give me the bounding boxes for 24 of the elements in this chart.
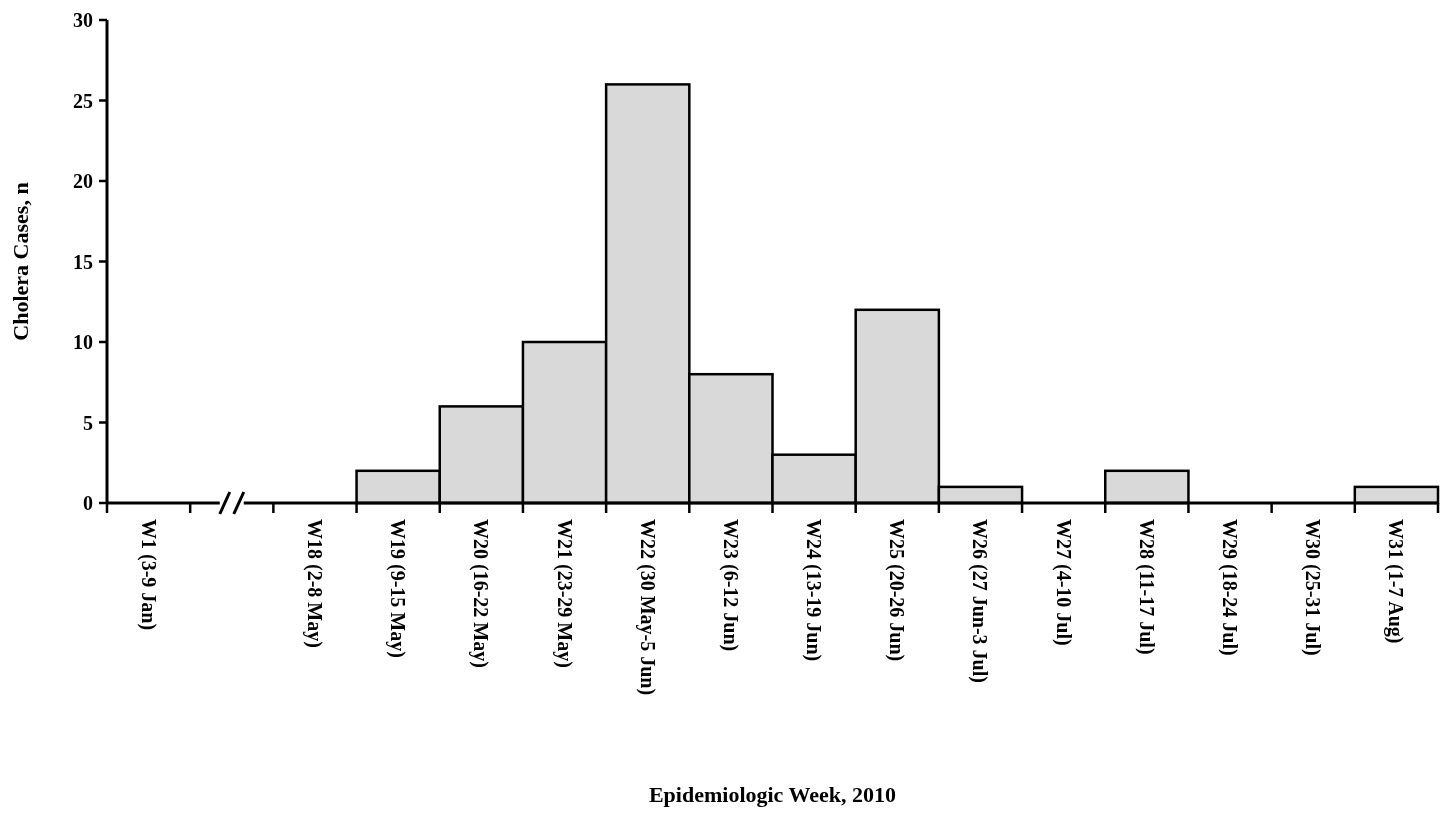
x-tick-label: W22 (30 May-5 Jun)	[635, 519, 659, 696]
x-tick-label: W19 (9-15 May)	[386, 519, 410, 658]
y-tick-label: 5	[83, 411, 93, 434]
y-tick-label: 0	[83, 492, 93, 514]
y-tick-label: 10	[73, 331, 93, 353]
x-tick-label: W26 (27 Jun-3 Jul)	[968, 519, 992, 683]
x-tick-label: W18 (2-8 May)	[302, 519, 326, 648]
y-tick-label: 15	[73, 250, 93, 273]
x-tick-label: W30 (25-31 Jul)	[1301, 519, 1325, 656]
y-tick-label: 30	[73, 9, 93, 31]
y-tick-label: 20	[73, 170, 93, 192]
x-tick-label: W1 (3-9 Jan)	[136, 519, 160, 631]
x-tick-label: W31 (1-7 Aug)	[1384, 519, 1408, 644]
y-tick-label: 25	[73, 89, 93, 112]
x-tick-label: W28 (11-17 Jul)	[1134, 519, 1158, 655]
x-axis-title: Epidemiologic Week, 2010	[648, 782, 897, 807]
x-tick-label: W24 (13-19 Jun)	[802, 519, 826, 662]
x-tick-label: W25 (20-26 Jun)	[885, 519, 909, 662]
x-tick-label: W29 (18-24 Jul)	[1218, 519, 1242, 656]
x-tick-label: W20 (16-22 May)	[469, 519, 493, 668]
y-axis-title: Cholera Cases, n	[8, 182, 33, 341]
x-tick-label: W21 (23-29 May)	[552, 519, 576, 668]
x-tick-label: W23 (6-12 Jun)	[718, 519, 742, 652]
x-tick-label: W27 (4-10 Jul)	[1051, 519, 1075, 646]
